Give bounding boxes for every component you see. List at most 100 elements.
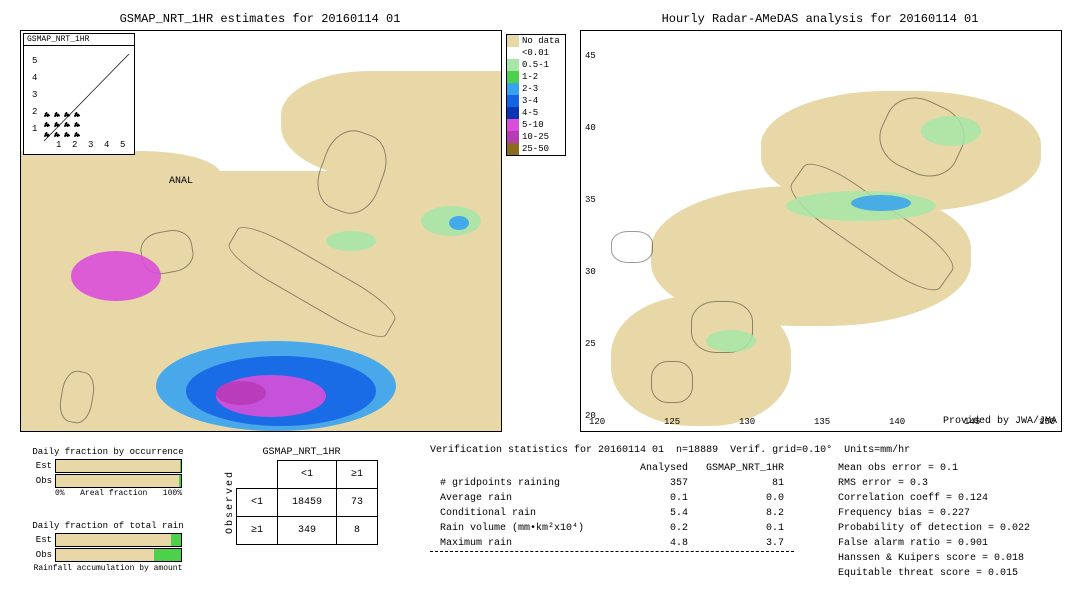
verif-est: 0.1 bbox=[698, 522, 792, 535]
colorbar-legend: No data<0.010.5-11-22-33-44-55-1010-2525… bbox=[506, 34, 566, 156]
right-map-title: Hourly Radar-AMeDAS analysis for 2016011… bbox=[580, 12, 1060, 26]
ct-cell: 8 bbox=[337, 517, 378, 545]
coastline-decor bbox=[611, 231, 653, 263]
legend-row: 3-4 bbox=[507, 95, 565, 107]
precip-blob bbox=[71, 251, 161, 301]
bar-segment bbox=[56, 460, 180, 472]
left-map-title: GSMAP_NRT_1HR estimates for 20160114 01 bbox=[20, 12, 500, 26]
lat-tick: 20 bbox=[585, 411, 596, 421]
lat-tick: 45 bbox=[585, 51, 596, 61]
legend-swatch bbox=[507, 143, 519, 155]
legend-swatch bbox=[507, 47, 519, 59]
legend-swatch bbox=[507, 83, 519, 95]
lon-tick: 130 bbox=[739, 417, 755, 427]
scatter-points bbox=[44, 107, 84, 142]
legend-row: No data bbox=[507, 35, 565, 47]
legend-swatch bbox=[507, 71, 519, 83]
legend-swatch bbox=[507, 59, 519, 71]
verif-analysed: 0.1 bbox=[620, 492, 696, 505]
ct-side-label: Observed bbox=[225, 470, 236, 534]
bar-row-label: Obs bbox=[28, 550, 55, 560]
verif-row-label: Average rain bbox=[432, 492, 618, 505]
bar-segment bbox=[56, 549, 154, 561]
coastline-decor bbox=[651, 361, 693, 403]
legend-swatch bbox=[507, 107, 519, 119]
left-map-land-north bbox=[281, 71, 501, 181]
verif-metrics-table: Mean obs error = 0.1RMS error = 0.3Corre… bbox=[828, 460, 1040, 582]
precip-blob bbox=[326, 231, 376, 251]
verif-analysed: 4.8 bbox=[620, 537, 696, 550]
verif-row-label: Rain volume (mm•km²x10⁴) bbox=[432, 522, 618, 535]
verif-analysed: 5.4 bbox=[620, 507, 696, 520]
verif-data-table: Analysed GSMAP_NRT_1HR # gridpoints rain… bbox=[430, 460, 794, 552]
bar-track bbox=[55, 533, 182, 547]
legend-row: <0.01 bbox=[507, 47, 565, 59]
bar-segment bbox=[180, 460, 181, 472]
verif-est: 0.0 bbox=[698, 492, 792, 505]
verif-est: 81 bbox=[698, 477, 792, 490]
legend-row: 2-3 bbox=[507, 83, 565, 95]
lat-tick: 40 bbox=[585, 123, 596, 133]
legend-row: 25-50 bbox=[507, 143, 565, 155]
bottom-section: Daily fraction by occurrence EstObs 0% A… bbox=[0, 443, 1080, 613]
metric-label: Equitable threat score = 0.015 bbox=[830, 567, 1038, 580]
bar-row: Obs bbox=[28, 474, 188, 488]
legend-label: <0.01 bbox=[519, 48, 549, 58]
ct-cell: 73 bbox=[337, 489, 378, 517]
verif-analysed: 357 bbox=[620, 477, 696, 490]
legend-swatch bbox=[507, 131, 519, 143]
legend-row: 0.5-1 bbox=[507, 59, 565, 71]
bar-segment bbox=[56, 475, 179, 487]
verif-row-label: # gridpoints raining bbox=[432, 477, 618, 490]
bar-title: Daily fraction of total rain bbox=[28, 521, 188, 531]
inset-title: GSMAP_NRT_1HR bbox=[24, 34, 134, 46]
bar-row-label: Obs bbox=[28, 476, 55, 486]
precip-blob bbox=[921, 116, 981, 146]
legend-label: 4-5 bbox=[519, 108, 538, 118]
ct-title: GSMAP_NRT_1HR bbox=[225, 447, 378, 458]
lat-tick: 25 bbox=[585, 339, 596, 349]
bar-row-label: Est bbox=[28, 461, 55, 471]
right-map-panel: 120125130135140145150 202530354045 Provi… bbox=[580, 30, 1062, 432]
verif-row-label: Conditional rain bbox=[432, 507, 618, 520]
daily-fraction-total-rain: Daily fraction of total rain EstObs Rain… bbox=[28, 521, 188, 573]
metric-label: Probability of detection = 0.022 bbox=[830, 522, 1038, 535]
left-map-panel: GSMAP_NRT_1HR 1 2 3 4 5 1 2 3 4 5 ANAL bbox=[20, 30, 502, 432]
bar-track bbox=[55, 474, 182, 488]
metric-label: False alarm ratio = 0.901 bbox=[830, 537, 1038, 550]
precip-blob bbox=[216, 381, 266, 405]
verif-title: Verification statistics for 20160114 01 … bbox=[430, 445, 1070, 456]
precip-blob bbox=[449, 216, 469, 230]
bar-segment bbox=[179, 475, 182, 487]
verification-stats: Verification statistics for 20160114 01 … bbox=[430, 445, 1070, 582]
legend-swatch bbox=[507, 119, 519, 131]
ct-cell: 18459 bbox=[278, 489, 337, 517]
bar-track bbox=[55, 548, 182, 562]
lon-tick: 125 bbox=[664, 417, 680, 427]
legend-label: 2-3 bbox=[519, 84, 538, 94]
lat-tick: 35 bbox=[585, 195, 596, 205]
legend-label: 5-10 bbox=[519, 120, 544, 130]
legend-label: No data bbox=[519, 36, 560, 46]
contingency-table: GSMAP_NRT_1HR Observed <1≥1<11845973≥134… bbox=[225, 447, 378, 545]
metric-label: Correlation coeff = 0.124 bbox=[830, 492, 1038, 505]
bar-row: Est bbox=[28, 533, 188, 547]
verif-est: 8.2 bbox=[698, 507, 792, 520]
bar-segment bbox=[171, 534, 181, 546]
verif-est: 3.7 bbox=[698, 537, 792, 550]
bar-segment bbox=[154, 549, 182, 561]
legend-label: 25-50 bbox=[519, 144, 549, 154]
legend-row: 4-5 bbox=[507, 107, 565, 119]
verif-row-label: Maximum rain bbox=[432, 537, 618, 550]
legend-label: 0.5-1 bbox=[519, 60, 549, 70]
lon-tick: 135 bbox=[814, 417, 830, 427]
lat-tick: 30 bbox=[585, 267, 596, 277]
legend-row: 5-10 bbox=[507, 119, 565, 131]
bar-track bbox=[55, 459, 182, 473]
legend-row: 10-25 bbox=[507, 131, 565, 143]
provided-by-label: Provided by JWA/JMA bbox=[943, 416, 1057, 427]
metric-label: Hanssen & Kuipers score = 0.018 bbox=[830, 552, 1038, 565]
bar-row: Obs bbox=[28, 548, 188, 562]
metric-label: Frequency bias = 0.227 bbox=[830, 507, 1038, 520]
legend-swatch bbox=[507, 35, 519, 47]
